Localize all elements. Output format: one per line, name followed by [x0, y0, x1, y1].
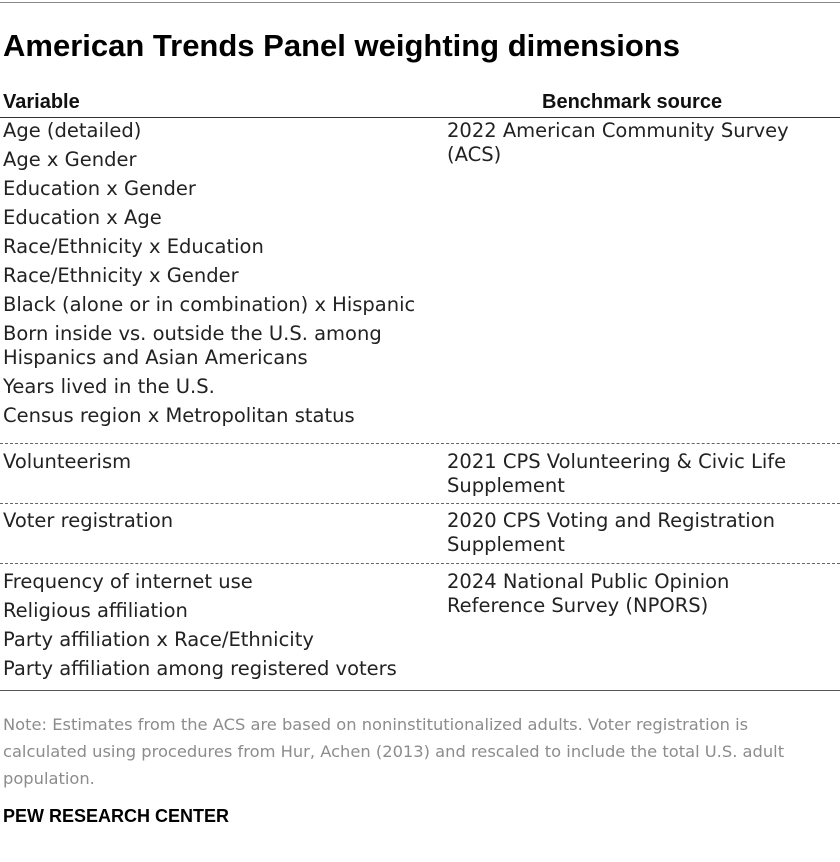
table-row-3-variables: Voter registration	[3, 509, 439, 538]
page-title: American Trends Panel weighting dimensio…	[3, 28, 680, 63]
variable-item: Voter registration	[3, 509, 174, 532]
top-rule	[0, 2, 840, 3]
variable-item: Volunteerism	[3, 450, 132, 473]
variable-item: Race/Ethnicity x Education	[3, 235, 264, 258]
row-divider	[0, 563, 840, 564]
table-row-1-source: 2022 American Community Survey (ACS)	[447, 119, 789, 166]
table-row-3-source: 2020 CPS Voting and Registration Supplem…	[447, 509, 776, 556]
variable-item: Born inside vs. outside the U.S. among H…	[3, 322, 382, 369]
variable-item: Race/Ethnicity x Gender	[3, 264, 239, 287]
table-bottom-rule	[0, 690, 840, 691]
variable-item: Age (detailed)	[3, 119, 142, 142]
variable-item: Religious affiliation	[3, 599, 188, 622]
table-row-2-variables: Volunteerism	[3, 450, 439, 479]
source-credit: PEW RESEARCH CENTER	[3, 806, 230, 826]
table-row-4-source: 2024 National Public Opinion Reference S…	[447, 570, 730, 617]
variable-item: Frequency of internet use	[3, 570, 253, 593]
header-rule	[0, 117, 840, 118]
row-divider	[0, 443, 840, 444]
table-row-1-variables: Age (detailed) Age x Gender Education x …	[3, 119, 439, 433]
variable-item: Black (alone or in combination) x Hispan…	[3, 293, 416, 316]
footnote: Note: Estimates from the ACS are based o…	[3, 715, 785, 788]
row-divider	[0, 503, 840, 504]
variable-item: Age x Gender	[3, 148, 137, 171]
variable-item: Party affiliation among registered voter…	[3, 657, 397, 680]
variable-item: Education x Age	[3, 206, 162, 229]
variable-item: Party affiliation x Race/Ethnicity	[3, 628, 314, 651]
table-row-4-variables: Frequency of internet use Religious affi…	[3, 570, 439, 686]
variable-item: Census region x Metropolitan status	[3, 404, 355, 427]
column-header-benchmark-source: Benchmark source	[542, 91, 723, 113]
variable-item: Years lived in the U.S.	[3, 375, 215, 398]
column-header-variable: Variable	[3, 91, 80, 113]
table-row-2-source: 2021 CPS Volunteering & Civic Life Suppl…	[447, 450, 787, 497]
variable-item: Education x Gender	[3, 177, 196, 200]
